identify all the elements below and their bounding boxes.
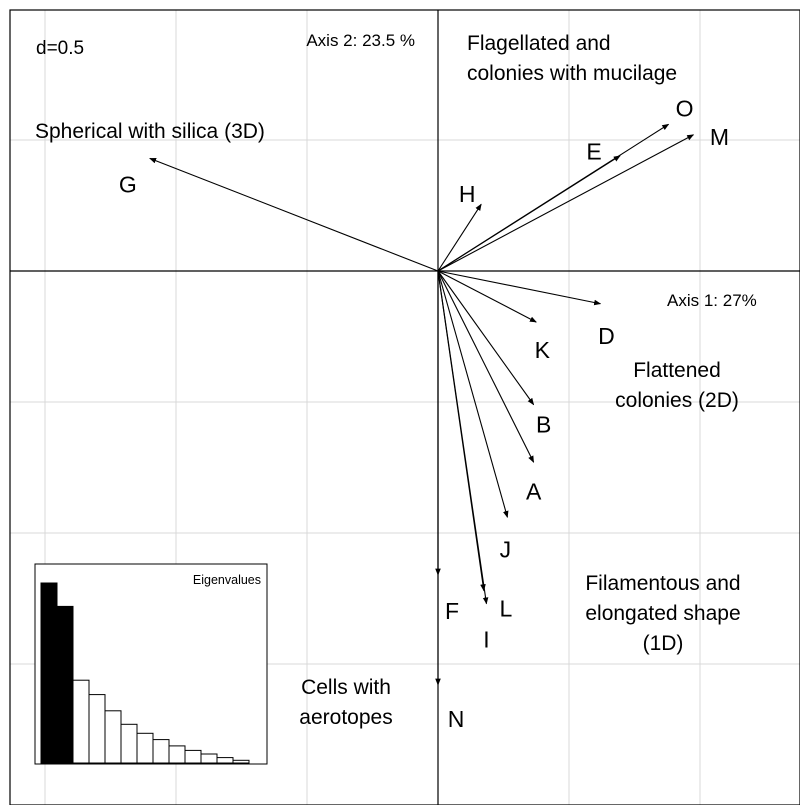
plot-frame: [9, 9, 800, 805]
eigenvalue-bars: [40, 582, 250, 764]
annotation-line: colonies with mucilage: [467, 62, 677, 85]
arrow-label-e: E: [586, 139, 601, 165]
arrow-d: [437, 270, 602, 306]
arrow-j: [437, 270, 509, 518]
annotation-2: Spherical with silica (3D): [35, 120, 265, 143]
arrow-m: [437, 134, 695, 272]
eigenvalue-bar-7: [136, 732, 154, 764]
arrow-label-g: G: [119, 171, 137, 197]
annotation-4: Filamentous and elongated shape (1D): [585, 572, 740, 655]
arrow-label-o: O: [676, 95, 694, 121]
eigenvalue-bar-9: [168, 745, 186, 764]
annotations: Flagellated and colonies with mucilage Sph…: [35, 32, 741, 729]
eigenvalue-inset: Eigenvalues: [34, 563, 268, 765]
arrow-b: [437, 270, 535, 406]
eigenvalue-bar-12: [216, 757, 234, 764]
arrow-label-a: A: [526, 478, 542, 504]
annotation-line: Spherical with silica (3D): [35, 120, 265, 143]
annotation-line: Filamentous and: [585, 572, 740, 595]
eigenvalue-bar-4: [88, 694, 106, 764]
annotation-line: (1D): [643, 632, 684, 655]
x-axis-label: Axis 1: 27%: [667, 291, 757, 310]
arrow-label-l: L: [499, 596, 512, 622]
eigenvalue-bar-3: [72, 679, 90, 764]
arrows: A B D E F G H I J K L M N O: [119, 95, 729, 732]
annotation-line: Flattened: [633, 359, 721, 382]
eigenvalue-bar-2: [56, 605, 74, 764]
arrow-label-j: J: [500, 536, 512, 562]
eigenvalue-bar-10: [184, 749, 202, 764]
eigenvalue-bar-5: [104, 710, 122, 764]
eigenvalue-title: Eigenvalues: [193, 573, 261, 587]
arrow-label-n: N: [448, 706, 465, 732]
arrow-label-b: B: [536, 412, 551, 438]
annotation-line: Cells with: [301, 676, 391, 699]
annotation-line: colonies (2D): [615, 389, 739, 412]
arrow-a: [437, 270, 535, 463]
arrow-h: [437, 203, 482, 272]
eigenvalue-bar-6: [120, 723, 138, 764]
arrow-label-m: M: [710, 124, 729, 150]
arrow-label-f: F: [445, 598, 459, 624]
y-axis-label: Axis 2: 23.5 %: [306, 31, 415, 50]
grid-spacing-label: d=0.5: [36, 38, 84, 59]
arrow-g: [149, 157, 439, 272]
annotation-1: Flagellated and colonies with mucilage: [467, 32, 677, 85]
eigenvalue-bar-8: [152, 739, 170, 764]
arrow-l: [437, 270, 486, 592]
arrow-o: [437, 123, 670, 272]
annotation-line: aerotopes: [299, 706, 392, 729]
annotation-line: elongated shape: [585, 602, 740, 625]
annotation-3: Flattened colonies (2D): [615, 359, 739, 412]
eigenvalue-bar-11: [200, 753, 218, 764]
arrow-k: [437, 270, 537, 323]
arrow-label-k: K: [535, 337, 551, 363]
eigenvalue-bar-1: [40, 582, 58, 764]
arrow-label-d: D: [598, 323, 615, 349]
arrow-label-i: I: [483, 627, 489, 653]
annotation-5: Cells with aerotopes: [299, 676, 392, 729]
arrow-label-h: H: [459, 181, 476, 207]
eigenvalue-bar-13: [232, 759, 250, 764]
annotation-line: Flagellated and: [467, 32, 611, 55]
